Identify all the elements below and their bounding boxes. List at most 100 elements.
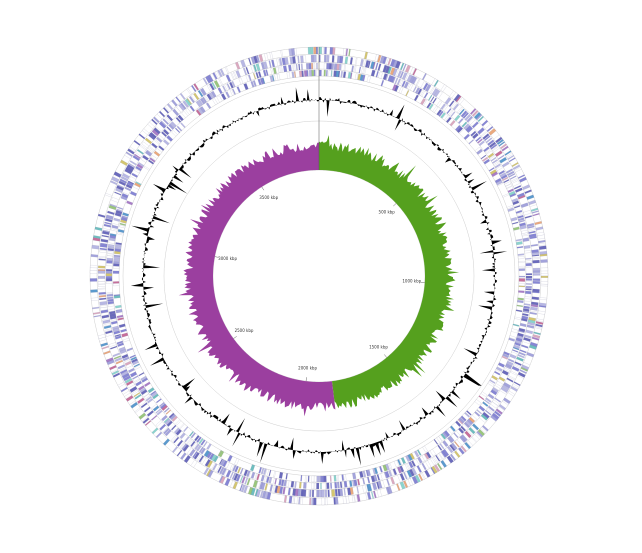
- cds-feature: [164, 116, 171, 123]
- cds-feature: [512, 383, 520, 390]
- cds-feature: [173, 436, 180, 444]
- cds-feature: [235, 70, 241, 78]
- cds-feature: [525, 273, 533, 276]
- cds-feature: [532, 273, 541, 276]
- cds-feature: [390, 469, 395, 476]
- cds-feature: [499, 157, 507, 164]
- cds-feature: [509, 175, 517, 180]
- gc-skew-negative: [178, 142, 336, 417]
- cds-feature: [517, 297, 524, 301]
- cds-feature: [399, 458, 404, 465]
- cds-feature: [116, 314, 124, 319]
- cds-feature: [105, 278, 113, 282]
- cds-feature: [100, 242, 108, 246]
- cds-feature: [494, 163, 501, 169]
- cds-feature: [112, 223, 119, 227]
- cds-feature: [423, 92, 429, 99]
- cds-feature: [477, 127, 485, 135]
- cds-feature: [149, 144, 156, 151]
- cds-feature: [514, 205, 521, 209]
- cds-feature: [153, 116, 160, 123]
- cds-feature: [165, 409, 172, 415]
- cds-feature: [518, 260, 525, 263]
- cds-feature: [497, 182, 504, 187]
- cds-feature: [509, 193, 517, 198]
- cds-feature: [518, 351, 526, 356]
- cds-feature: [519, 224, 527, 230]
- cds-feature: [437, 444, 443, 451]
- cds-feature: [134, 407, 142, 413]
- cds-feature: [283, 65, 288, 73]
- cds-feature: [321, 497, 325, 506]
- cds-feature: [186, 98, 192, 105]
- cds-feature: [352, 472, 357, 480]
- cds-feature: [343, 64, 346, 71]
- cds-feature: [256, 473, 260, 481]
- cds-feature: [500, 143, 507, 150]
- cds-feature: [478, 395, 485, 401]
- cds-feature: [110, 180, 118, 185]
- cds-feature: [118, 323, 126, 328]
- cds-feature: [343, 474, 347, 481]
- cds-feature: [540, 283, 548, 287]
- cds-feature: [128, 162, 136, 168]
- cds-feature: [186, 438, 192, 444]
- cds-feature: [111, 370, 119, 376]
- cds-feature: [175, 117, 182, 123]
- cds-feature: [180, 452, 187, 460]
- cds-feature: [478, 140, 485, 146]
- cds-feature: [494, 370, 501, 376]
- cds-feature: [380, 79, 385, 87]
- cds-feature: [321, 46, 324, 55]
- cds-feature: [367, 60, 371, 68]
- cds-feature: [106, 296, 114, 300]
- cds-feature: [470, 108, 477, 115]
- cds-feature: [299, 482, 302, 489]
- cds-feature: [506, 152, 514, 159]
- cds-feature: [254, 489, 259, 497]
- cds-feature: [119, 178, 127, 184]
- cds-feature: [112, 325, 119, 330]
- cds-feature: [521, 318, 528, 322]
- cds-feature: [477, 115, 484, 122]
- cds-feature: [113, 261, 120, 264]
- cds-feature: [134, 379, 141, 385]
- cds-feature: [122, 356, 130, 362]
- cds-feature: [181, 443, 188, 451]
- cds-feature: [225, 74, 232, 83]
- cds-feature: [92, 306, 100, 310]
- cds-feature: [488, 128, 497, 136]
- cds-feature: [512, 164, 521, 170]
- cds-feature: [530, 207, 539, 212]
- cds-feature: [534, 326, 543, 330]
- cds-feature: [373, 490, 377, 499]
- cds-feature: [491, 375, 498, 381]
- cds-feature: [320, 482, 322, 490]
- cds-feature: [133, 392, 141, 398]
- cds-feature: [118, 346, 126, 352]
- cds-feature: [100, 238, 109, 243]
- cds-feature: [311, 69, 314, 77]
- cds-feature: [168, 123, 175, 130]
- cds-feature: [175, 419, 182, 426]
- cds-feature: [422, 73, 427, 81]
- cds-feature: [219, 68, 225, 76]
- cds-feature: [495, 380, 503, 387]
- cds-feature: [403, 472, 408, 480]
- cds-feature: [195, 100, 202, 108]
- cds-feature: [243, 83, 249, 90]
- cds-feature: [404, 463, 409, 470]
- cds-feature: [239, 475, 244, 483]
- cds-feature: [248, 74, 252, 81]
- cds-feature: [468, 139, 474, 145]
- cds-feature: [515, 238, 522, 242]
- cds-feature: [90, 289, 98, 293]
- cds-feature: [470, 425, 478, 433]
- cds-feature: [274, 478, 277, 485]
- cds-feature: [416, 465, 422, 473]
- cds-feature: [98, 258, 106, 261]
- cds-feature: [166, 420, 173, 427]
- cds-feature: [98, 265, 106, 269]
- cds-feature: [233, 473, 239, 481]
